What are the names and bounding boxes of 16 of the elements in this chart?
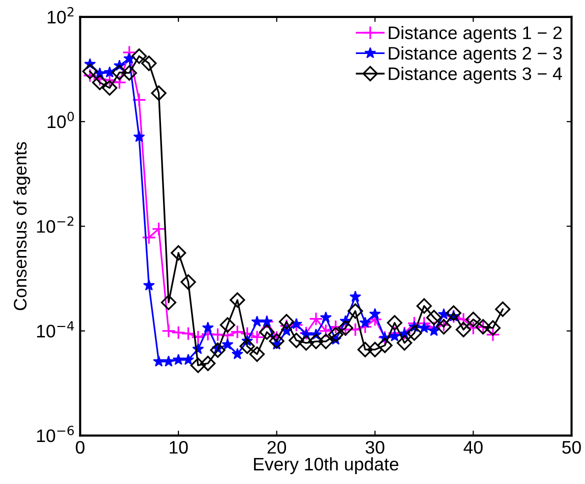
y-tick-label: 10$^{−4}$: [37, 321, 74, 338]
x-tick-label: 20: [268, 440, 286, 454]
legend-label: Distance agents 2 − 3: [388, 46, 562, 64]
x-tick-label: 30: [366, 440, 384, 454]
y-tick-label: 10$^{−6}$: [37, 426, 74, 442]
legend-label: Distance agents 3 − 4: [388, 66, 562, 84]
y-tick-label: 10$^{−2}$: [37, 216, 74, 233]
y-axis-title: Consensus of agents: [13, 142, 30, 310]
x-tick-label: 40: [464, 440, 483, 454]
y-tick-label: 10$^{2}$: [48, 7, 74, 24]
y-tick-label: 10$^{0}$: [48, 112, 74, 128]
x-tick-label: 10: [170, 440, 188, 454]
x-tick-label: 50: [562, 440, 581, 454]
x-axis-title: Every 10th update: [254, 457, 398, 474]
legend-label: Distance agents 1 − 2: [388, 26, 562, 43]
x-tick-label: 0: [76, 440, 84, 454]
